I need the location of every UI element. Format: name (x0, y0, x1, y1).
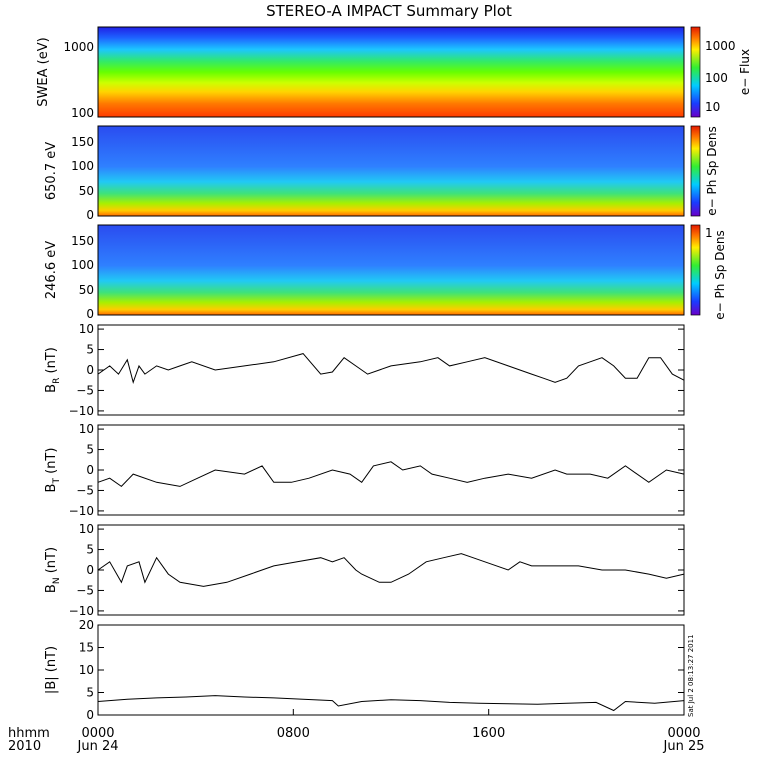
bt-ytick: 10 (79, 422, 94, 436)
bmag-ylabel: |B| (nT) (44, 646, 59, 694)
bt-ylabel: BT (nT) (44, 448, 62, 493)
pad246-colorbar-label: e− Ph Sp Dens (713, 230, 727, 319)
x-tick-date: Jun 25 (663, 739, 705, 754)
pad650-colorbar (690, 125, 701, 217)
pad246-panel: 246.6 eV 150 100 50 0 1 e− Ph Sp Dens (44, 224, 727, 321)
swea-ylabel: SWEA (eV) (36, 37, 51, 106)
pad650-spectrogram (98, 126, 684, 216)
br-ytick: −5 (76, 383, 94, 397)
br-panel: 10 5 0 −5 −10 BR (nT) (44, 322, 685, 418)
pad650-ytick: 50 (79, 184, 94, 198)
pad246-ytick: 0 (86, 307, 94, 321)
pad650-ytick: 0 (86, 208, 94, 222)
pad246-frame (97, 224, 685, 316)
br-ytick: −10 (69, 404, 94, 418)
x-tick-label: 0800 (277, 726, 310, 741)
x-tick-label: 0000 (667, 726, 700, 741)
bmag-ytick: 20 (79, 618, 94, 632)
pad650-ytick: 100 (71, 159, 94, 173)
br-ytick: 10 (79, 322, 94, 336)
timestamp-stamp: Sat Jul 2 08:13:27 2011 (687, 634, 695, 717)
swea-panel: SWEA (eV) 1000 100 1000 100 10 e− Flux (36, 26, 752, 120)
bn-ylabel: BN (nT) (44, 547, 62, 593)
bn-ytick: 0 (86, 563, 94, 577)
bt-panel: 10 5 0 −5 −10 BT (nT) (44, 422, 685, 518)
x-axis-label-line2: 2010 (8, 739, 41, 754)
pad650-panel: 650.7 eV 150 100 50 0 e− Ph Sp Dens (44, 125, 719, 222)
pad246-ytick: 100 (71, 258, 94, 272)
x-tick-label: 0000 (81, 726, 114, 741)
bmag-series-line (97, 695, 685, 712)
swea-colorbar-tick: 100 (705, 71, 728, 85)
bn-ytick: −5 (76, 583, 94, 597)
x-tick-label: 1600 (472, 726, 505, 741)
bmag-panel: 20 15 10 5 0 |B| (nT) (44, 618, 685, 722)
br-frame (97, 324, 685, 416)
bt-series-line (97, 461, 685, 488)
bt-ytick: 0 (86, 463, 94, 477)
swea-colorbar (690, 26, 701, 118)
bt-frame (97, 424, 685, 516)
swea-ytick: 100 (71, 106, 94, 120)
swea-colorbar-label: e− Flux (738, 49, 752, 95)
bn-series-line (97, 553, 685, 587)
swea-colorbar-tick: 1000 (705, 39, 736, 53)
bn-ytick: 10 (79, 522, 94, 536)
bt-ytick: −5 (76, 483, 94, 497)
pad246-colorbar (690, 224, 701, 316)
swea-spectrogram (98, 27, 684, 117)
pad650-colorbar-label: e− Ph Sp Dens (705, 126, 719, 215)
br-ytick: 5 (86, 343, 94, 357)
bn-panel: 10 5 0 −5 −10 BN (nT) (44, 522, 685, 618)
x-tick-date: Jun 24 (77, 739, 119, 754)
x-axis-label-line1: hhmm (8, 726, 50, 741)
pad246-ylabel: 246.6 eV (44, 241, 59, 299)
bn-ytick: 5 (86, 543, 94, 557)
pad246-colorbar-tick: 1 (705, 226, 713, 240)
pad650-ylabel: 650.7 eV (44, 142, 59, 200)
bmag-ytick: 5 (86, 686, 94, 700)
pad650-ytick: 150 (71, 135, 94, 149)
bmag-frame (97, 624, 685, 716)
pad246-ytick: 150 (71, 234, 94, 248)
pad650-frame (97, 125, 685, 217)
br-ylabel: BR (nT) (44, 347, 62, 393)
bt-ytick: −10 (69, 504, 94, 518)
pad246-ytick: 50 (79, 283, 94, 297)
bmag-ytick: 10 (79, 663, 94, 677)
br-ytick: 0 (86, 363, 94, 377)
bmag-ytick: 0 (86, 708, 94, 722)
bmag-ytick: 15 (79, 641, 94, 655)
br-series-line (97, 353, 685, 385)
bn-frame (97, 524, 685, 616)
swea-ytick: 1000 (63, 40, 94, 54)
bt-ytick: 5 (86, 443, 94, 457)
swea-frame (97, 26, 685, 118)
pad246-spectrogram (98, 225, 684, 315)
plot-title: STEREO-A IMPACT Summary Plot (266, 2, 512, 20)
swea-colorbar-tick: 10 (705, 100, 720, 114)
bn-ytick: −10 (69, 604, 94, 618)
